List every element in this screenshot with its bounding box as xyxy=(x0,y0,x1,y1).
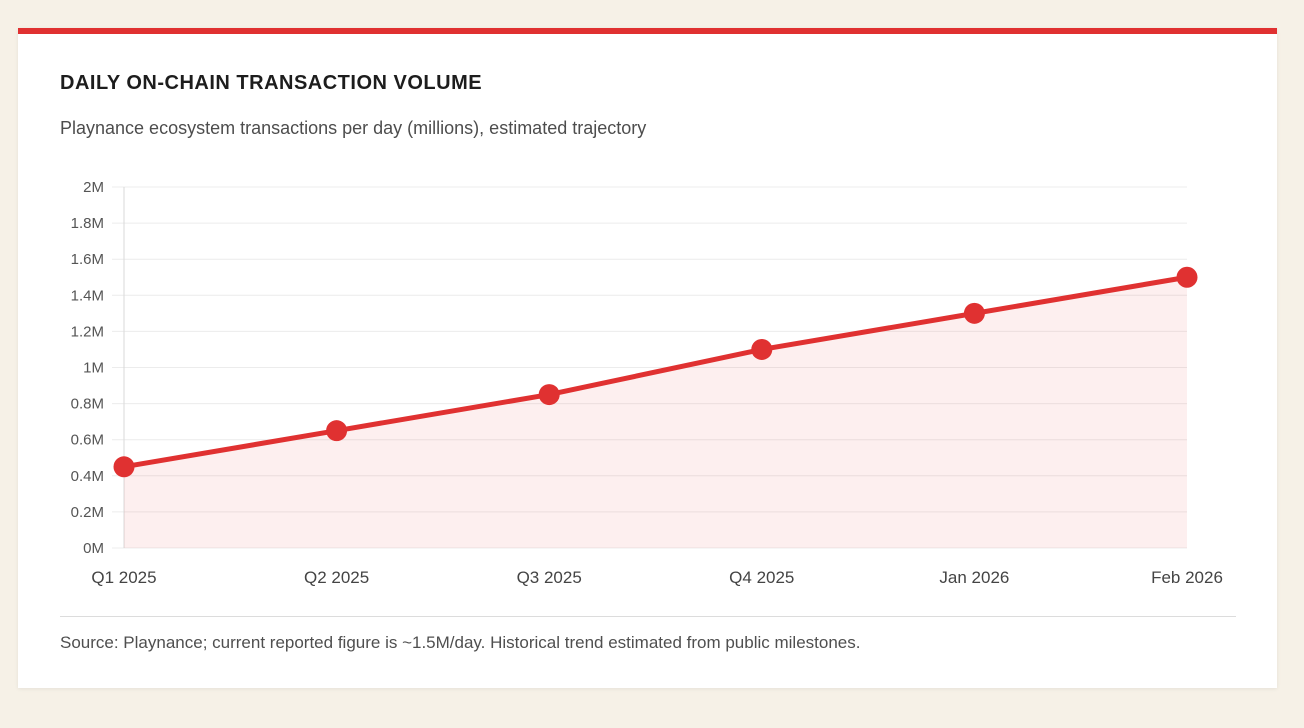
area-fill xyxy=(124,277,1187,548)
y-tick-label: 0.8M xyxy=(71,396,104,413)
x-axis-label: Q4 2025 xyxy=(729,568,794,587)
chart-svg: 0M 0.2M 0.4M 0.6M 0.8M 1M 1.2M 1.4M 1.6M 1.8M 2M Q1… xyxy=(71,179,1223,587)
y-tick-label: 1M xyxy=(83,360,104,377)
trend-line xyxy=(121,274,1190,470)
data-point-q1-2025 xyxy=(113,456,135,478)
chart-subtitle: Playnance ecosystem transactions per day… xyxy=(60,118,647,138)
data-point-q4-2025 xyxy=(751,338,773,360)
data-point-q2-2025 xyxy=(326,420,348,442)
card-accent-bar xyxy=(18,28,1277,34)
data-point-q3-2025 xyxy=(538,384,560,406)
chart-title: DAILY ON-CHAIN TRANSACTION VOLUME xyxy=(60,72,483,94)
x-axis-label: Q3 2025 xyxy=(517,568,582,587)
y-tick-label: 1.4M xyxy=(71,287,104,304)
y-tick-label: 2M xyxy=(83,179,104,196)
x-axis-label: Q1 2025 xyxy=(91,568,156,587)
transaction-volume-chart: 0M 0.2M 0.4M 0.6M 0.8M 1M 1.2M 1.4M 1.6M 1.8M 2M Q1… xyxy=(18,150,1277,600)
y-tick-label: 1.6M xyxy=(71,251,104,268)
x-axis-label: Feb 2026 xyxy=(1151,568,1223,587)
x-axis-label: Jan 2026 xyxy=(939,568,1009,587)
y-tick-label: 0.4M xyxy=(71,468,104,485)
footer-divider xyxy=(60,616,1236,617)
source-note: Source: Playnance; current reported figu… xyxy=(60,633,861,652)
y-tick-label: 1.8M xyxy=(71,215,104,232)
x-axis-label: Q2 2025 xyxy=(304,568,369,587)
y-tick-label: 1.2M xyxy=(71,323,104,340)
data-point-jan-2026 xyxy=(963,302,985,324)
data-point-feb-2026 xyxy=(1176,266,1198,288)
y-tick-label: 0.2M xyxy=(71,504,104,521)
y-tick-label: 0.6M xyxy=(71,432,104,449)
chart-card: DAILY ON-CHAIN TRANSACTION VOLUME Playna… xyxy=(18,28,1277,688)
y-tick-label: 0M xyxy=(83,540,104,557)
